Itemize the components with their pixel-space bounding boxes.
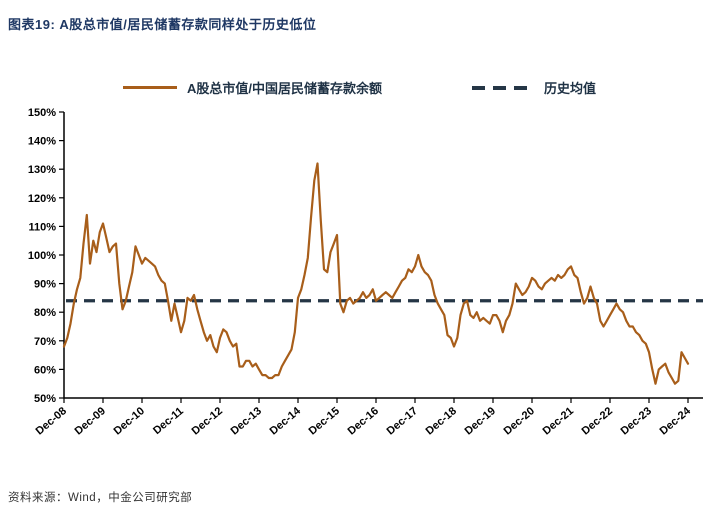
- x-tick-label: Dec-13: [229, 405, 264, 437]
- x-tick-label: Dec-09: [73, 405, 108, 437]
- x-tick-label: Dec-24: [658, 405, 694, 438]
- mean-line-swatch: [472, 85, 534, 90]
- x-tick-label: Dec-21: [541, 405, 576, 437]
- legend-label-mean: 历史均值: [544, 81, 597, 96]
- y-tick-label: 60%: [34, 364, 56, 376]
- x-tick-label: Dec-11: [151, 405, 186, 437]
- y-tick-label: 90%: [34, 279, 56, 291]
- x-tick-label: Dec-17: [385, 405, 420, 437]
- x-tick-label: Dec-22: [580, 405, 615, 437]
- x-tick-label: Dec-15: [307, 405, 342, 437]
- x-tick-label: Dec-18: [424, 405, 459, 437]
- x-tick-label: Dec-10: [112, 405, 147, 437]
- x-tick-label: Dec-20: [502, 405, 537, 437]
- y-tick-label: 100%: [28, 250, 56, 262]
- y-tick-label: 150%: [28, 107, 56, 119]
- y-tick-label: 70%: [34, 336, 56, 348]
- figure-title: 图表19: A股总市值/居民储蓄存款同样处于历史低位: [8, 17, 317, 32]
- x-tick-label: Dec-16: [346, 405, 381, 437]
- y-tick-label: 50%: [34, 393, 56, 405]
- x-tick-label: Dec-19: [463, 405, 498, 437]
- chart-legend: A股总市值/中国居民储蓄存款余额 历史均值: [0, 78, 719, 97]
- x-tick-label: Dec-14: [268, 405, 304, 438]
- legend-item-series: A股总市值/中国居民储蓄存款余额: [122, 78, 382, 97]
- x-tick-label: Dec-12: [190, 405, 225, 437]
- series-line-swatch: [122, 86, 177, 89]
- series-line: [62, 162, 690, 385]
- legend-label-series: A股总市值/中国居民储蓄存款余额: [186, 81, 382, 96]
- x-tick-label: Dec-08: [34, 405, 69, 437]
- line-chart: 50% 60% 70% 80% 90% 100% 110% 120% 130% 140% 150% D…: [28, 107, 703, 438]
- y-tick-label: 110%: [28, 221, 56, 233]
- source-note: 资料来源：Wind，中金公司研究部: [8, 492, 193, 504]
- chart-axes: [63, 112, 703, 399]
- y-tick-label: 140%: [28, 136, 56, 148]
- y-tick-label: 80%: [34, 307, 56, 319]
- y-tick-label: 130%: [28, 164, 56, 176]
- x-tick-label: Dec-23: [619, 405, 654, 437]
- legend-item-mean: 历史均值: [472, 78, 596, 97]
- y-tick-label: 120%: [28, 193, 56, 205]
